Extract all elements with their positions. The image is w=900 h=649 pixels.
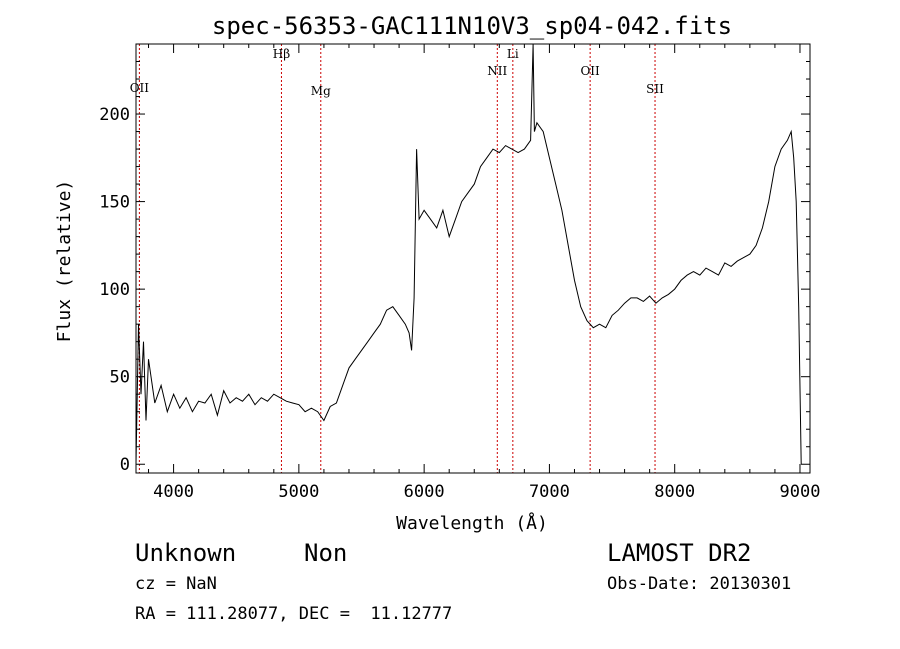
y-tick-label-50: 50 bbox=[110, 368, 130, 388]
survey-label: LAMOST DR2 bbox=[607, 539, 752, 567]
marker-label-0: OII bbox=[130, 81, 150, 95]
marker-label-2: Mg bbox=[311, 84, 331, 98]
axes: 4000 5000 6000 7000 8000 9000 0 50 100 150 200 bbox=[99, 44, 820, 502]
marker-label-1: Hβ bbox=[273, 47, 290, 61]
marker-label-5: OII bbox=[580, 64, 600, 78]
plot-frame bbox=[135, 43, 811, 474]
spectrum-series-line bbox=[135, 43, 802, 465]
marker-label-6: SII bbox=[646, 82, 664, 96]
chart-title: spec-56353-GAC111N10V3_sp04-042.fits bbox=[212, 12, 732, 40]
x-tick-label-6000: 6000 bbox=[404, 482, 445, 502]
y-tick-label-100: 100 bbox=[99, 280, 130, 300]
marker-label-3: NII bbox=[487, 64, 507, 78]
x-axis-label: Wavelength (Å) bbox=[396, 512, 548, 534]
y-axis-label: Flux (relative) bbox=[54, 180, 75, 343]
marker-label-4: Li bbox=[507, 47, 519, 61]
redshift-cz: cz = NaN bbox=[135, 574, 217, 594]
subclass-label: Non bbox=[304, 539, 348, 567]
y-tick-label-200: 200 bbox=[99, 105, 130, 125]
y-tick-label-0: 0 bbox=[120, 455, 130, 475]
y-tick-label-150: 150 bbox=[99, 193, 130, 213]
x-tick-label-7000: 7000 bbox=[529, 482, 570, 502]
x-tick-label-4000: 4000 bbox=[153, 482, 194, 502]
classification-label: Unknown bbox=[135, 539, 237, 567]
x-tick-label-9000: 9000 bbox=[780, 482, 821, 502]
coordinates: RA = 111.28077, DEC = 11.12777 bbox=[135, 604, 453, 624]
x-tick-label-5000: 5000 bbox=[278, 482, 319, 502]
x-tick-label-8000: 8000 bbox=[654, 482, 695, 502]
obs-date: Obs-Date: 20130301 bbox=[607, 574, 792, 594]
